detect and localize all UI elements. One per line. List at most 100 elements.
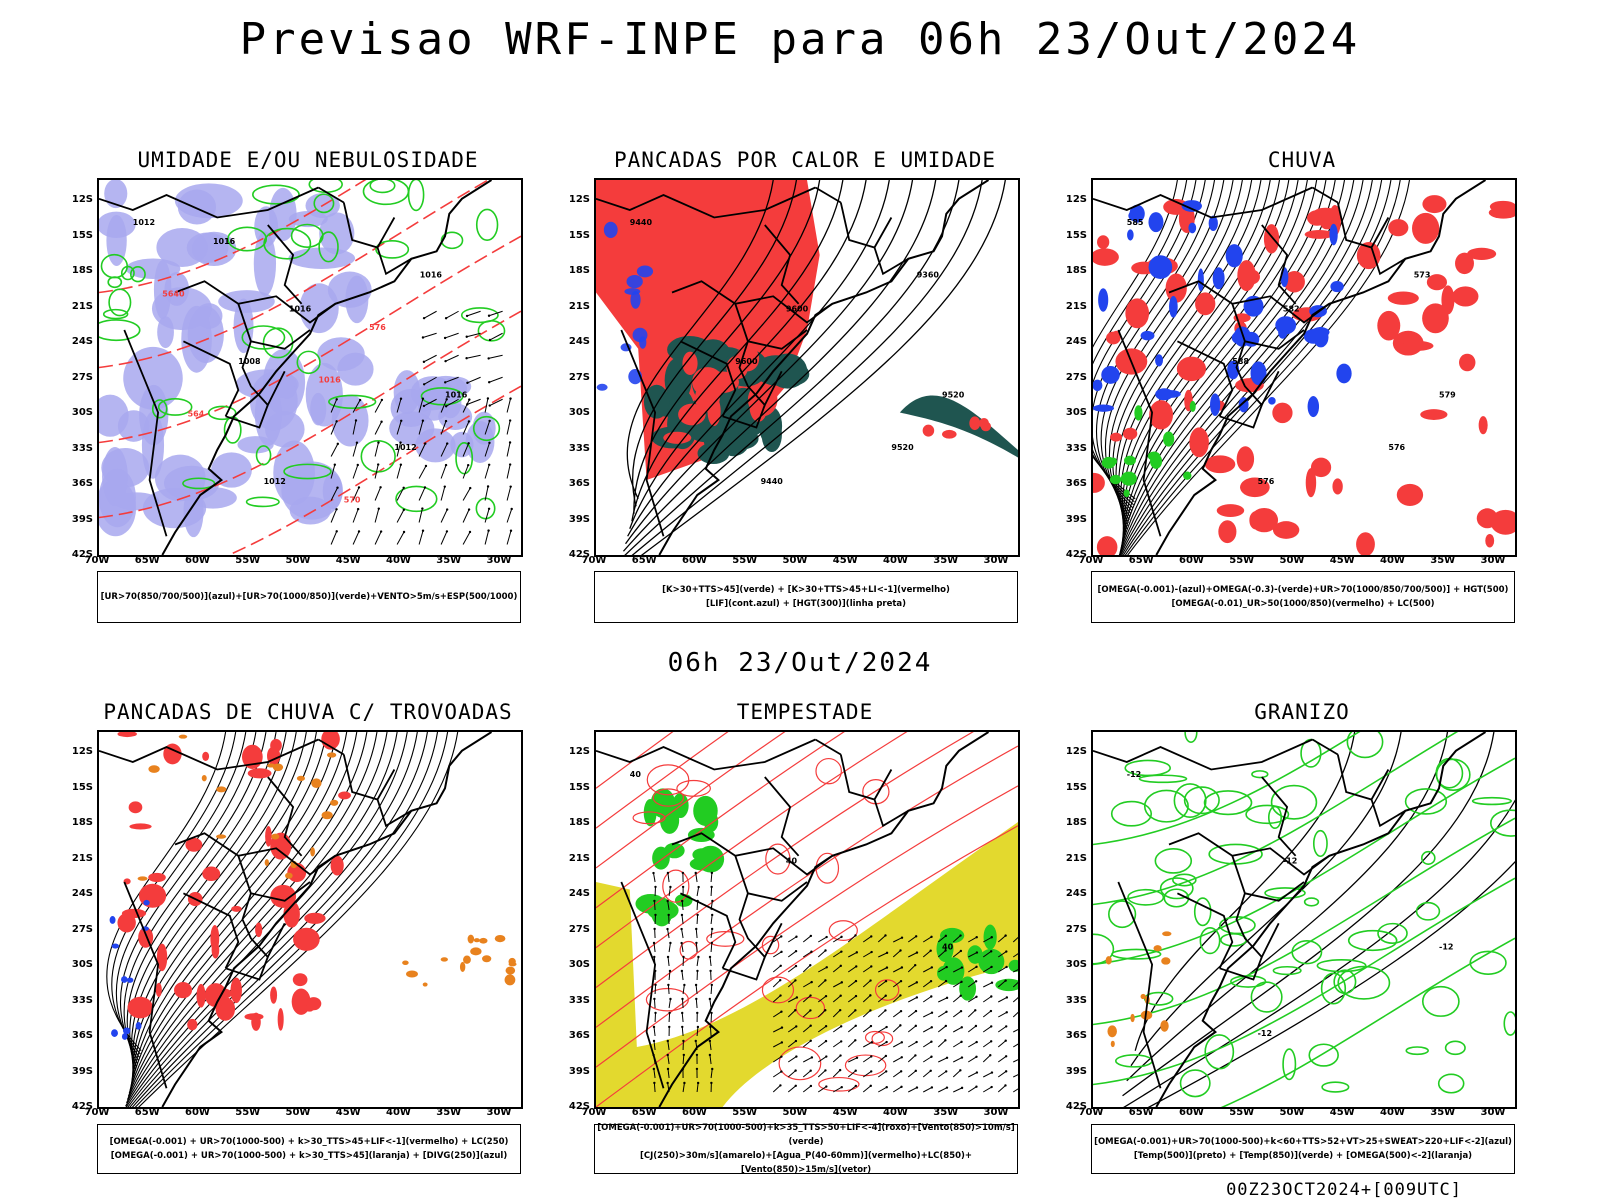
lon-tick-label: 50W bbox=[285, 555, 311, 566]
lat-tick-label: 27S bbox=[1065, 371, 1087, 383]
wind-vector bbox=[802, 981, 812, 988]
country-border bbox=[680, 892, 737, 969]
lon-tick-label: 45W bbox=[1329, 555, 1355, 566]
wind-vector bbox=[506, 442, 511, 457]
green-contour bbox=[227, 226, 268, 252]
contour-label: 9600 bbox=[735, 357, 758, 366]
shaded-area bbox=[202, 866, 221, 882]
wind-vector bbox=[445, 398, 459, 407]
precip-water-contour bbox=[646, 764, 690, 796]
wind-vector-head bbox=[824, 949, 827, 952]
wind-vector-head bbox=[869, 994, 872, 997]
wind-vector-head bbox=[421, 507, 424, 510]
temp850-contour bbox=[1143, 991, 1174, 1006]
country-border bbox=[1177, 340, 1234, 417]
shaded-area bbox=[117, 732, 137, 738]
wind-vector bbox=[817, 995, 827, 1003]
shaded-area bbox=[479, 937, 488, 944]
wind-vector-head bbox=[466, 381, 469, 385]
wind-vector bbox=[667, 928, 670, 939]
wind-vector-head bbox=[825, 1055, 828, 1058]
wind-vector bbox=[696, 956, 699, 967]
wind-vector bbox=[681, 914, 684, 925]
shaded-area bbox=[1123, 489, 1130, 498]
lon-tick-label: 55W bbox=[235, 1107, 261, 1118]
wind-vector-head bbox=[869, 979, 872, 982]
lon-tick-label: 45W bbox=[832, 1107, 858, 1118]
shaded-area bbox=[148, 765, 160, 773]
wind-vector bbox=[832, 936, 842, 943]
country-border bbox=[873, 799, 909, 828]
wind-vector-head bbox=[855, 951, 859, 954]
lat-tick-label: 27S bbox=[71, 923, 93, 935]
wind-vector bbox=[952, 1010, 962, 1018]
wind-vector-head bbox=[975, 1071, 979, 1074]
lon-tick-label: 70W bbox=[1078, 1107, 1104, 1118]
temp850-contour bbox=[1320, 972, 1347, 1005]
wind-vector bbox=[907, 1070, 917, 1078]
wind-vector-head bbox=[424, 464, 428, 468]
shaded-area bbox=[1356, 532, 1375, 555]
temp850-contour bbox=[1337, 965, 1391, 1000]
wind-vector bbox=[374, 464, 379, 479]
country-border bbox=[237, 855, 311, 902]
precip-water-contour bbox=[632, 811, 666, 825]
shaded-area bbox=[942, 429, 957, 439]
wind-vector-head bbox=[794, 949, 798, 953]
shaded-area bbox=[1268, 397, 1276, 405]
shaded-area bbox=[942, 957, 965, 985]
instability-area-teal bbox=[899, 395, 1018, 458]
lat-tick-label: 18S bbox=[71, 265, 93, 276]
wind-vector bbox=[772, 1085, 781, 1093]
coastline bbox=[161, 180, 493, 555]
temp850-contour bbox=[1199, 926, 1221, 955]
wind-vector-head bbox=[780, 1026, 784, 1029]
wind-vector bbox=[907, 1055, 916, 1063]
wind-vector bbox=[396, 442, 402, 457]
wind-vector bbox=[997, 1040, 1007, 1048]
shaded-area bbox=[1401, 340, 1434, 351]
shaded-area bbox=[178, 734, 188, 739]
lon-tick-label: 70W bbox=[581, 1107, 607, 1118]
wind-vector bbox=[982, 1086, 992, 1093]
lat-tick-label: 39S bbox=[71, 1065, 93, 1077]
wind-vector bbox=[877, 1041, 887, 1048]
temp850-contour bbox=[1172, 873, 1197, 887]
wind-vector-head bbox=[669, 997, 672, 1001]
legend-line: [OMEGA(-0.001) + UR>70(1000-500) + k>30_… bbox=[110, 1151, 508, 1161]
shaded-area bbox=[682, 351, 698, 376]
shaded-area bbox=[1163, 431, 1175, 447]
wind-vector-head bbox=[810, 980, 813, 984]
wind-vector-head bbox=[680, 969, 684, 973]
wind-vector bbox=[330, 399, 338, 413]
wind-vector-head bbox=[885, 1040, 888, 1044]
wind-vector-head bbox=[780, 1070, 783, 1073]
wind-vector bbox=[667, 956, 670, 967]
shaded-area bbox=[406, 970, 418, 978]
isoline bbox=[1134, 732, 1356, 1051]
lat-tick-label: 24S bbox=[71, 336, 93, 347]
wind-vector-head bbox=[335, 530, 338, 533]
wind-vector-head bbox=[780, 935, 783, 938]
wind-vector-head bbox=[884, 1009, 887, 1012]
temp850-contour bbox=[1220, 933, 1248, 947]
isoline bbox=[640, 180, 1006, 555]
wind-vector-head bbox=[666, 1039, 669, 1043]
wind-vector bbox=[832, 1040, 842, 1048]
isoline bbox=[1093, 757, 1515, 966]
lat-tick-label: 33S bbox=[1065, 442, 1087, 454]
shaded-area bbox=[121, 908, 147, 919]
wind-vector bbox=[997, 1085, 1006, 1093]
wind-vector-head bbox=[809, 1024, 812, 1027]
lat-tick-label: 15S bbox=[71, 781, 93, 793]
wind-vector bbox=[982, 1010, 992, 1018]
wind-vector-head bbox=[399, 441, 402, 444]
wind-vector-head bbox=[710, 927, 714, 931]
country-border bbox=[183, 340, 240, 417]
country-border bbox=[734, 303, 808, 350]
wind-vector-head bbox=[794, 1084, 797, 1088]
wind-vector-head bbox=[710, 941, 714, 945]
wind-vector-head bbox=[333, 463, 337, 466]
wind-vector bbox=[802, 951, 812, 958]
wind-vector bbox=[922, 1026, 933, 1033]
